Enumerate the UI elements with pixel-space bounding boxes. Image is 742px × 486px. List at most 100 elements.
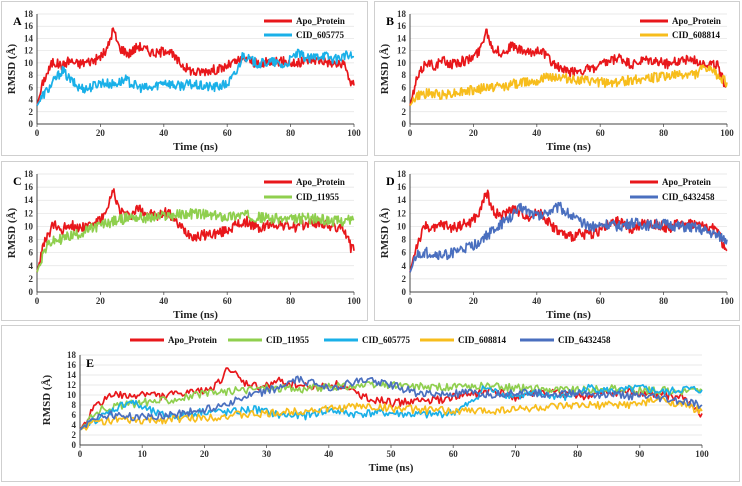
x-tick-label: 40 — [159, 296, 169, 306]
y-axis-label: RMSD (Å) — [379, 43, 391, 94]
panel-label: D — [386, 174, 395, 188]
y-tick-label: 14 — [397, 195, 407, 205]
series-line-cid-605775 — [36, 48, 355, 107]
x-axis-label: Time (ns) — [546, 141, 591, 153]
x-tick-label: 40 — [159, 128, 169, 138]
x-tick-label: 80 — [659, 296, 669, 306]
y-tick-label: 18 — [24, 9, 34, 19]
y-tick-label: 12 — [397, 208, 407, 218]
series-line-cid-605775 — [79, 383, 703, 431]
panel-label: B — [386, 14, 394, 28]
series-line-apo-protein — [79, 367, 703, 431]
y-tick-label: 8 — [29, 235, 34, 245]
legend-label: CID_6432458 — [558, 335, 611, 345]
x-tick-label: 40 — [532, 128, 542, 138]
x-tick-label: 60 — [596, 128, 606, 138]
y-tick-label: 14 — [24, 33, 34, 43]
y-tick-label: 4 — [29, 95, 34, 105]
x-tick-label: 20 — [96, 296, 106, 306]
legend-label: CID_11955 — [296, 192, 340, 202]
y-tick-label: 10 — [397, 58, 407, 68]
x-tick-label: 0 — [35, 296, 40, 306]
chart-d: 0 2 4 6 8 10 12 14 16 18 0 20 40 60 80 100 Time (ns) RMSD… — [379, 169, 734, 321]
x-tick-label: 40 — [532, 296, 542, 306]
series-line-apo-protein — [409, 189, 728, 273]
chart-panel-d: 0 2 4 6 8 10 12 14 16 18 0 20 40 60 80 100 Time (ns) RMSD… — [374, 161, 740, 321]
y-tick-label: 12 — [24, 46, 34, 56]
y-tick-label: 4 — [402, 95, 407, 105]
legend-label: Apo_Protein — [296, 177, 345, 187]
y-axis-label: RMSD (Å) — [379, 207, 391, 258]
y-tick-label: 18 — [397, 169, 407, 179]
panel-label: A — [13, 14, 22, 28]
y-tick-label: 4 — [29, 261, 34, 271]
series-line-cid-11955 — [79, 381, 703, 431]
y-tick-label: 0 — [402, 119, 407, 129]
x-tick-label: 100 — [720, 296, 734, 306]
x-tick-label: 0 — [408, 296, 413, 306]
y-tick-label: 18 — [67, 350, 77, 360]
series-line-cid-6432458 — [409, 201, 728, 273]
x-tick-label: 20 — [200, 449, 210, 459]
x-tick-label: 100 — [347, 128, 361, 138]
series-line-cid-6432458 — [79, 375, 703, 431]
y-tick-label: 10 — [24, 221, 34, 231]
legend-label: CID_608814 — [672, 30, 721, 40]
legend-label: Apo_Protein — [662, 177, 711, 187]
x-tick-label: 20 — [96, 128, 106, 138]
y-tick-label: 0 — [402, 287, 407, 297]
x-tick-label: 0 — [78, 449, 83, 459]
y-tick-label: 2 — [72, 430, 77, 440]
y-tick-label: 16 — [397, 182, 407, 192]
y-tick-label: 12 — [24, 208, 34, 218]
x-tick-label: 40 — [324, 449, 334, 459]
x-tick-label: 60 — [596, 296, 606, 306]
y-tick-label: 12 — [397, 46, 407, 56]
y-tick-label: 8 — [402, 70, 407, 80]
y-tick-label: 6 — [402, 82, 407, 92]
y-tick-label: 16 — [24, 21, 34, 31]
y-tick-label: 2 — [402, 107, 407, 117]
x-tick-label: 100 — [347, 296, 361, 306]
x-tick-label: 60 — [223, 296, 233, 306]
y-tick-label: 0 — [29, 119, 34, 129]
x-tick-label: 80 — [659, 128, 669, 138]
x-tick-label: 70 — [511, 449, 521, 459]
y-tick-label: 8 — [29, 70, 34, 80]
x-tick-label: 20 — [469, 128, 479, 138]
y-tick-label: 8 — [72, 400, 77, 410]
y-tick-label: 8 — [402, 235, 407, 245]
x-tick-label: 60 — [223, 128, 233, 138]
x-tick-label: 0 — [35, 128, 40, 138]
y-tick-label: 0 — [72, 440, 77, 450]
y-tick-label: 18 — [24, 169, 34, 179]
legend-label: CID_608814 — [458, 335, 507, 345]
x-tick-label: 30 — [262, 449, 272, 459]
y-tick-label: 14 — [24, 195, 34, 205]
y-tick-label: 10 — [24, 58, 34, 68]
legend-label: Apo_Protein — [672, 16, 721, 26]
y-axis-label: RMSD (Å) — [41, 374, 53, 425]
series-line-cid-608814 — [409, 64, 728, 107]
chart-b: 0 2 4 6 8 10 12 14 16 18 0 20 40 60 80 100 Time (ns) RMSD… — [379, 9, 734, 153]
series-line-cid-11955 — [36, 208, 355, 273]
panel-label: C — [13, 174, 22, 188]
y-tick-label: 18 — [397, 9, 407, 19]
chart-c: 0 2 4 6 8 10 12 14 16 18 0 20 40 60 80 100 Time (ns) RMSD… — [6, 169, 361, 321]
legend-label: CID_11955 — [266, 335, 310, 345]
series-line-apo-protein — [36, 27, 355, 106]
y-tick-label: 10 — [397, 221, 407, 231]
x-tick-label: 90 — [635, 449, 645, 459]
y-tick-label: 0 — [29, 287, 34, 297]
x-axis-label: Time (ns) — [546, 309, 591, 320]
x-tick-label: 100 — [720, 128, 734, 138]
y-tick-label: 14 — [397, 33, 407, 43]
y-axis-label: RMSD (Å) — [6, 43, 18, 94]
y-tick-label: 6 — [402, 248, 407, 258]
y-tick-label: 6 — [72, 410, 77, 420]
x-tick-label: 50 — [387, 449, 397, 459]
x-tick-label: 0 — [408, 128, 413, 138]
y-tick-label: 4 — [402, 261, 407, 271]
y-tick-label: 14 — [67, 370, 77, 380]
y-tick-label: 10 — [67, 390, 77, 400]
